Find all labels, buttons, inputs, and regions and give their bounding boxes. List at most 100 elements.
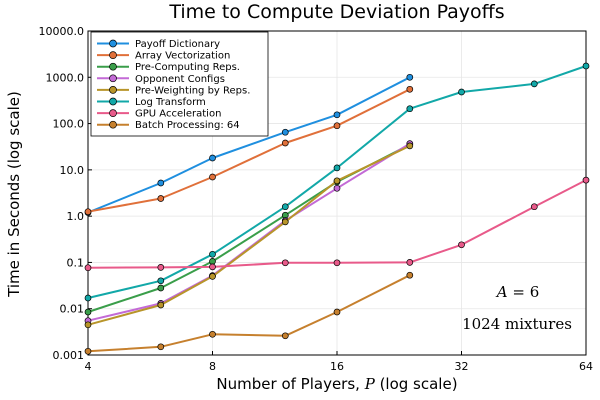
data-point: [281, 139, 289, 147]
legend-label: GPU Acceleration: [135, 109, 221, 120]
x-tick-label: 32: [455, 360, 469, 373]
data-point: [530, 80, 538, 88]
legend-label: Pre-Weighting by Reps.: [135, 85, 250, 96]
axis-ticks: 4 8 16 32 64 0.001 0.01 0.1 1.0 10.0 100.0 1000.0 10…: [39, 25, 594, 373]
data-point: [209, 173, 216, 181]
x-tick-label: 4: [85, 360, 92, 373]
data-point: [281, 332, 289, 340]
data-point: [157, 301, 165, 309]
x-tick-label: 8: [209, 360, 216, 373]
data-point: [333, 177, 341, 185]
x-tick-label: 16: [330, 360, 344, 373]
data-point: [157, 277, 165, 285]
x-tick-label: 64: [579, 360, 593, 373]
annotation-a-eq: = 6: [508, 283, 540, 301]
data-point: [582, 62, 590, 70]
data-point: [157, 179, 165, 187]
data-point: [209, 330, 216, 338]
x-axis-title-suffix: (log scale): [375, 375, 458, 393]
legend-label: Pre-Computing Reps.: [135, 62, 240, 73]
series-group: [84, 62, 590, 355]
y-tick-label: 0.001: [53, 349, 85, 362]
data-point: [84, 308, 92, 316]
y-tick-label: 10.0: [60, 164, 85, 177]
y-tick-label: 0.1: [67, 256, 85, 269]
data-point: [281, 259, 289, 267]
x-axis-title-var: P: [364, 375, 376, 393]
legend-swatch-marker: [109, 109, 117, 117]
data-point: [281, 128, 289, 136]
data-point: [406, 271, 414, 279]
data-point: [406, 85, 414, 93]
legend-box: [90, 31, 269, 137]
annotation-mixtures: 1024 mixtures: [462, 315, 572, 333]
legend-swatch-marker: [109, 62, 117, 71]
data-point: [209, 263, 216, 271]
legend-label: Array Vectorization: [135, 51, 230, 62]
data-point: [84, 208, 92, 216]
data-point: [582, 176, 590, 184]
y-tick-label: 10000.0: [39, 25, 85, 38]
legend-swatch-marker: [109, 97, 117, 106]
data-point: [530, 203, 538, 211]
legend-swatch-marker: [109, 86, 117, 94]
y-axis-title: Time in Seconds (log scale): [5, 91, 23, 298]
data-point: [84, 321, 92, 329]
data-point: [333, 111, 341, 119]
data-point: [209, 258, 216, 265]
x-axis-title-text: Number of Players,: [216, 375, 364, 393]
series-line: [87, 274, 411, 353]
data-point: [281, 218, 289, 226]
legend-swatch-marker: [109, 51, 117, 59]
data-point: [406, 105, 414, 113]
legend-label: Log Transform: [135, 97, 206, 108]
series-array-vectorization: [84, 85, 414, 216]
y-tick-label: 1.0: [67, 210, 85, 223]
series-batch-processing-64: [84, 271, 414, 355]
data-point: [209, 250, 216, 258]
legend-label: Payoff Dictionary: [135, 39, 220, 50]
legend-swatch-marker: [109, 39, 117, 48]
data-point: [84, 264, 92, 272]
legend-label: Opponent Configs: [135, 74, 225, 85]
x-axis-title: Number of Players, P (log scale): [216, 375, 457, 393]
data-point: [333, 122, 341, 130]
data-point: [333, 259, 341, 267]
legend-swatch-marker: [109, 120, 117, 129]
series-pre-weighting-by-reps: [84, 142, 414, 329]
data-point: [157, 195, 165, 202]
data-point: [333, 308, 341, 316]
data-point: [333, 184, 341, 192]
data-point: [406, 73, 414, 81]
chart-title: Time to Compute Deviation Payoffs: [168, 1, 504, 23]
data-point: [458, 241, 465, 249]
data-point: [406, 259, 414, 266]
legend-label: Batch Processing: 64: [135, 120, 240, 131]
series-line: [87, 144, 411, 326]
data-point: [281, 203, 289, 211]
annotation-a-var: A: [495, 283, 508, 301]
y-tick-label: 100.0: [53, 118, 85, 131]
data-point: [209, 273, 216, 280]
series-line: [87, 76, 411, 214]
data-point: [157, 343, 165, 351]
y-tick-label: 1000.0: [46, 71, 85, 84]
series-line: [87, 88, 411, 213]
annotation-a-equals: A = 6: [495, 283, 540, 301]
data-point: [157, 284, 165, 292]
data-point: [84, 294, 92, 302]
data-point: [333, 164, 341, 172]
data-point: [84, 347, 92, 355]
data-point: [406, 142, 414, 150]
legend-swatch-marker: [109, 74, 117, 83]
series-log-transform: [84, 62, 590, 302]
data-point: [458, 88, 465, 96]
series-gpu-acceleration: [84, 176, 590, 272]
data-point: [157, 264, 165, 271]
y-tick-label: 0.01: [60, 303, 85, 316]
data-point: [209, 154, 216, 162]
